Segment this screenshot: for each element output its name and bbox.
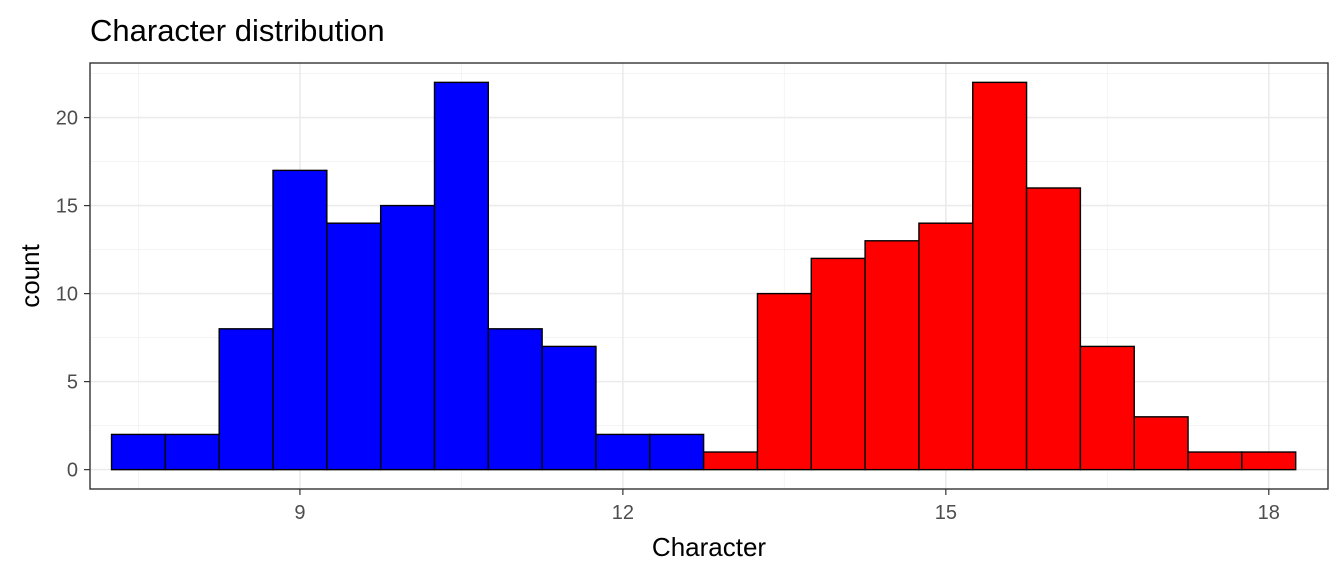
y-tick-label: 10: [56, 284, 78, 306]
x-tick-label: 9: [294, 502, 305, 524]
y-tick-label: 15: [56, 196, 78, 218]
histogram-bar: [595, 433, 651, 471]
x-tick-label: 12: [612, 502, 634, 524]
chart-title: Character distribution: [90, 13, 385, 48]
x-tick-label: 18: [1258, 502, 1280, 524]
y-tick-label: 20: [56, 108, 78, 130]
histogram-bar: [379, 204, 436, 471]
histogram-bar: [1133, 416, 1189, 471]
y-axis-title: count: [15, 243, 45, 307]
histogram-bar: [1187, 451, 1243, 471]
y-tick-label: 5: [67, 372, 78, 394]
bars: [110, 81, 1297, 471]
histogram-bar: [164, 433, 220, 471]
histogram-bar: [1079, 345, 1135, 471]
x-tick-label: 15: [935, 502, 957, 524]
histogram-bar: [810, 257, 866, 471]
histogram-bar: [541, 345, 597, 471]
histogram-bar: [756, 292, 812, 471]
axis-ticks: 9 12 15 18 0 5 10 15 20: [56, 108, 1280, 524]
histogram-bar: [918, 222, 974, 471]
histogram-bar: [433, 81, 490, 471]
histogram-bar: [649, 433, 705, 471]
histogram-bar: [326, 222, 382, 471]
histogram-bar: [972, 81, 1028, 471]
histogram-bar: [218, 328, 274, 471]
histogram-bar: [1241, 451, 1297, 471]
x-axis-title: Character: [652, 532, 766, 562]
histogram-bar: [702, 451, 759, 471]
histogram-bar: [272, 169, 328, 471]
histogram-bar: [1025, 187, 1082, 471]
panel-border: [89, 62, 1329, 490]
histogram-bar: [110, 433, 167, 471]
histogram-bar: [487, 328, 543, 471]
histogram-bar: [864, 240, 920, 471]
y-tick-label: 0: [67, 460, 78, 482]
